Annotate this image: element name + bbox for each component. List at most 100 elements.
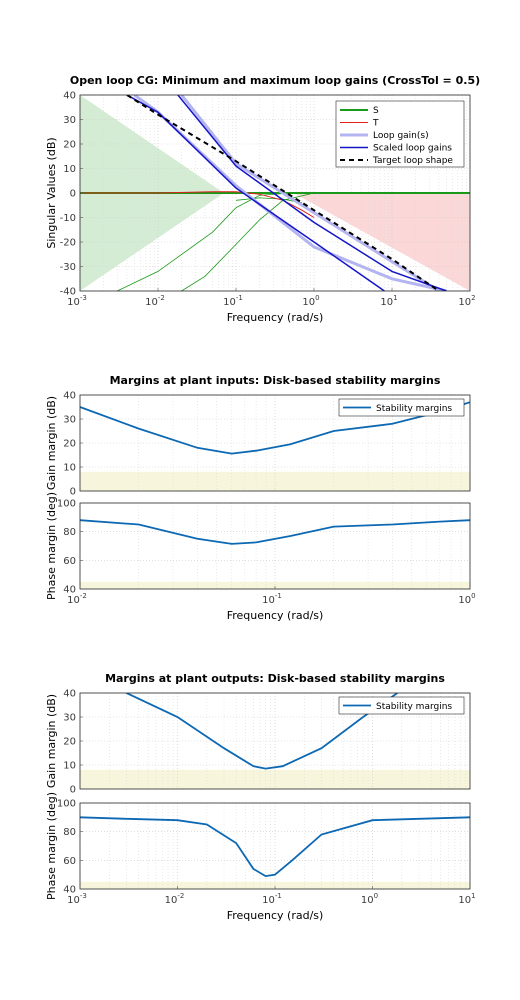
x-tick-base: 10 bbox=[458, 895, 471, 906]
chart1-series-line bbox=[126, 95, 440, 291]
x-tick-base: 10 bbox=[262, 595, 275, 606]
chart1-region bbox=[80, 95, 224, 193]
chart2-phase-x-tick-label: 100 bbox=[458, 592, 475, 606]
legend-label: S bbox=[373, 106, 379, 116]
chart2-phase-grid bbox=[79, 502, 470, 590]
chart3-gain-margin-curve bbox=[126, 693, 398, 770]
x-tick-exponent: 0 bbox=[315, 294, 319, 302]
chart1-y-tick-label: 0 bbox=[70, 189, 76, 200]
x-tick-exponent: 0 bbox=[374, 892, 378, 900]
chart2-phase-x-axis-label: Frequency (rad/s) bbox=[227, 609, 324, 622]
chart1-x-tick-label: 10-3 bbox=[67, 294, 87, 308]
chart3-phase-x-tick-label: 100 bbox=[361, 892, 378, 906]
chart1-plot-area bbox=[80, 95, 470, 291]
x-tick-exponent: -2 bbox=[158, 294, 165, 302]
x-tick-exponent: 2 bbox=[471, 294, 475, 302]
chart2-phase-x-tick-label: 10-2 bbox=[67, 592, 87, 606]
chart3-phase-forbidden-band bbox=[80, 881, 470, 889]
chart1-series-line bbox=[180, 95, 440, 291]
chart2-phase-x-tick-label: 10-1 bbox=[262, 592, 282, 606]
chart3-phase-x-axis-label: Frequency (rad/s) bbox=[227, 909, 324, 922]
chart1-y-tick-label: 10 bbox=[63, 164, 76, 175]
chart2-phase-y-tick-label: 80 bbox=[63, 527, 76, 538]
chart2-gain-y-tick-label: 20 bbox=[63, 439, 76, 450]
chart3-phase-x-tick-label: 10-3 bbox=[67, 892, 87, 906]
chart2-gain-plot-area bbox=[80, 401, 470, 455]
chart1-y-tick-label: -20 bbox=[60, 238, 76, 249]
x-tick-base: 10 bbox=[380, 297, 393, 308]
chart3-title: Margins at plant outputs: Disk-based sta… bbox=[105, 672, 445, 685]
chart3-gain-y-tick-label: 10 bbox=[63, 761, 76, 772]
chart1-sensitivity-curve bbox=[235, 197, 302, 204]
chart2-gain-forbidden-band bbox=[80, 471, 470, 491]
chart2-gain-y-tick-label: 30 bbox=[63, 415, 76, 426]
x-tick-base: 10 bbox=[262, 895, 275, 906]
x-tick-exponent: -2 bbox=[80, 592, 87, 600]
x-tick-exponent: -3 bbox=[80, 892, 87, 900]
chart3-legend: Stability margins bbox=[338, 696, 465, 715]
legend-label: Stability margins bbox=[376, 404, 452, 414]
chart3-gain-y-axis-label: Gain margin (dB) bbox=[45, 694, 58, 788]
chart2-phase-y-tick-label: 100 bbox=[57, 499, 76, 510]
x-tick-exponent: 0 bbox=[471, 592, 475, 600]
x-tick-exponent: -3 bbox=[80, 294, 87, 302]
chart1-title: Open loop CG: Minimum and maximum loop g… bbox=[70, 74, 480, 87]
chart1-series-line bbox=[80, 191, 315, 218]
x-tick-exponent: -1 bbox=[275, 892, 282, 900]
chart3-phase-x-tick-label: 10-1 bbox=[262, 892, 282, 906]
chart1-legend: ST Loop gain(s) Scaled loop gains Target lo… bbox=[335, 100, 465, 168]
chart2-gain-y-axis-label: Gain margin (dB) bbox=[45, 396, 58, 490]
chart2-gain-y-tick-label: 40 bbox=[63, 391, 76, 402]
x-tick-base: 10 bbox=[302, 297, 315, 308]
legend-label: T bbox=[372, 119, 379, 129]
chart1-x-tick-label: 102 bbox=[458, 294, 475, 308]
chart3-gain-y-tick-label: 0 bbox=[70, 785, 76, 796]
chart1-y-axis-label: Singular Values (dB) bbox=[45, 137, 58, 248]
x-tick-base: 10 bbox=[67, 595, 80, 606]
chart1-region bbox=[80, 193, 224, 291]
chart3-gain-y-tick-label: 20 bbox=[63, 737, 76, 748]
chart3-phase-grid bbox=[79, 802, 470, 890]
x-tick-exponent: -2 bbox=[177, 892, 184, 900]
chart3-phase-y-tick-label: 80 bbox=[63, 827, 76, 838]
legend-label: Target loop shape bbox=[372, 156, 453, 166]
x-tick-exponent: 1 bbox=[393, 294, 397, 302]
chart1-x-axis-label: Frequency (rad/s) bbox=[227, 311, 324, 324]
x-tick-base: 10 bbox=[165, 895, 178, 906]
x-tick-base: 10 bbox=[223, 297, 236, 308]
chart1-y-tick-label: -10 bbox=[60, 213, 76, 224]
chart3-gain-y-tick-label: 40 bbox=[63, 689, 76, 700]
chart1-y-tick-label: 40 bbox=[63, 91, 76, 102]
legend-label: Stability margins bbox=[376, 702, 452, 712]
chart3-phase-x-tick-label: 10-2 bbox=[165, 892, 185, 906]
chart1-y-tick-label: -40 bbox=[60, 287, 76, 298]
chart2-gain-y-tick-label: 0 bbox=[70, 487, 76, 498]
x-tick-exponent: -1 bbox=[236, 294, 243, 302]
chart2-phase-y-tick-label: 60 bbox=[63, 556, 76, 567]
chart2-phase-y-axis-label: Phase margin (deg) bbox=[45, 492, 58, 600]
chart1-x-tick-label: 101 bbox=[380, 294, 397, 308]
x-tick-exponent: -1 bbox=[275, 592, 282, 600]
x-tick-base: 10 bbox=[145, 297, 158, 308]
chart3-phase-y-tick-label: 60 bbox=[63, 856, 76, 867]
chart2-phase-margin-curve bbox=[80, 519, 470, 545]
chart3-phase-y-tick-label: 40 bbox=[63, 885, 76, 896]
x-tick-base: 10 bbox=[361, 895, 374, 906]
chart2-title: Margins at plant inputs: Disk-based stab… bbox=[110, 374, 441, 387]
chart2-phase-y-tick-label: 40 bbox=[63, 585, 76, 596]
chart1-x-tick-label: 10-2 bbox=[145, 294, 165, 308]
x-tick-base: 10 bbox=[67, 895, 80, 906]
chart1-sensitivity-curve bbox=[181, 192, 315, 291]
chart2-gain-y-tick-label: 10 bbox=[63, 463, 76, 474]
chart3-phase-y-axis-label: Phase margin (deg) bbox=[45, 792, 58, 900]
x-tick-base: 10 bbox=[458, 595, 471, 606]
legend-label: Loop gain(s) bbox=[373, 131, 429, 141]
legend-box bbox=[338, 398, 465, 417]
chart2-gain-margin-curve bbox=[80, 401, 470, 455]
chart3-phase-y-tick-label: 100 bbox=[57, 799, 76, 810]
x-tick-exponent: 1 bbox=[471, 892, 475, 900]
chart3-gain-y-tick-label: 30 bbox=[63, 713, 76, 724]
x-tick-base: 10 bbox=[67, 297, 80, 308]
chart2-legend: Stability margins bbox=[338, 398, 465, 417]
